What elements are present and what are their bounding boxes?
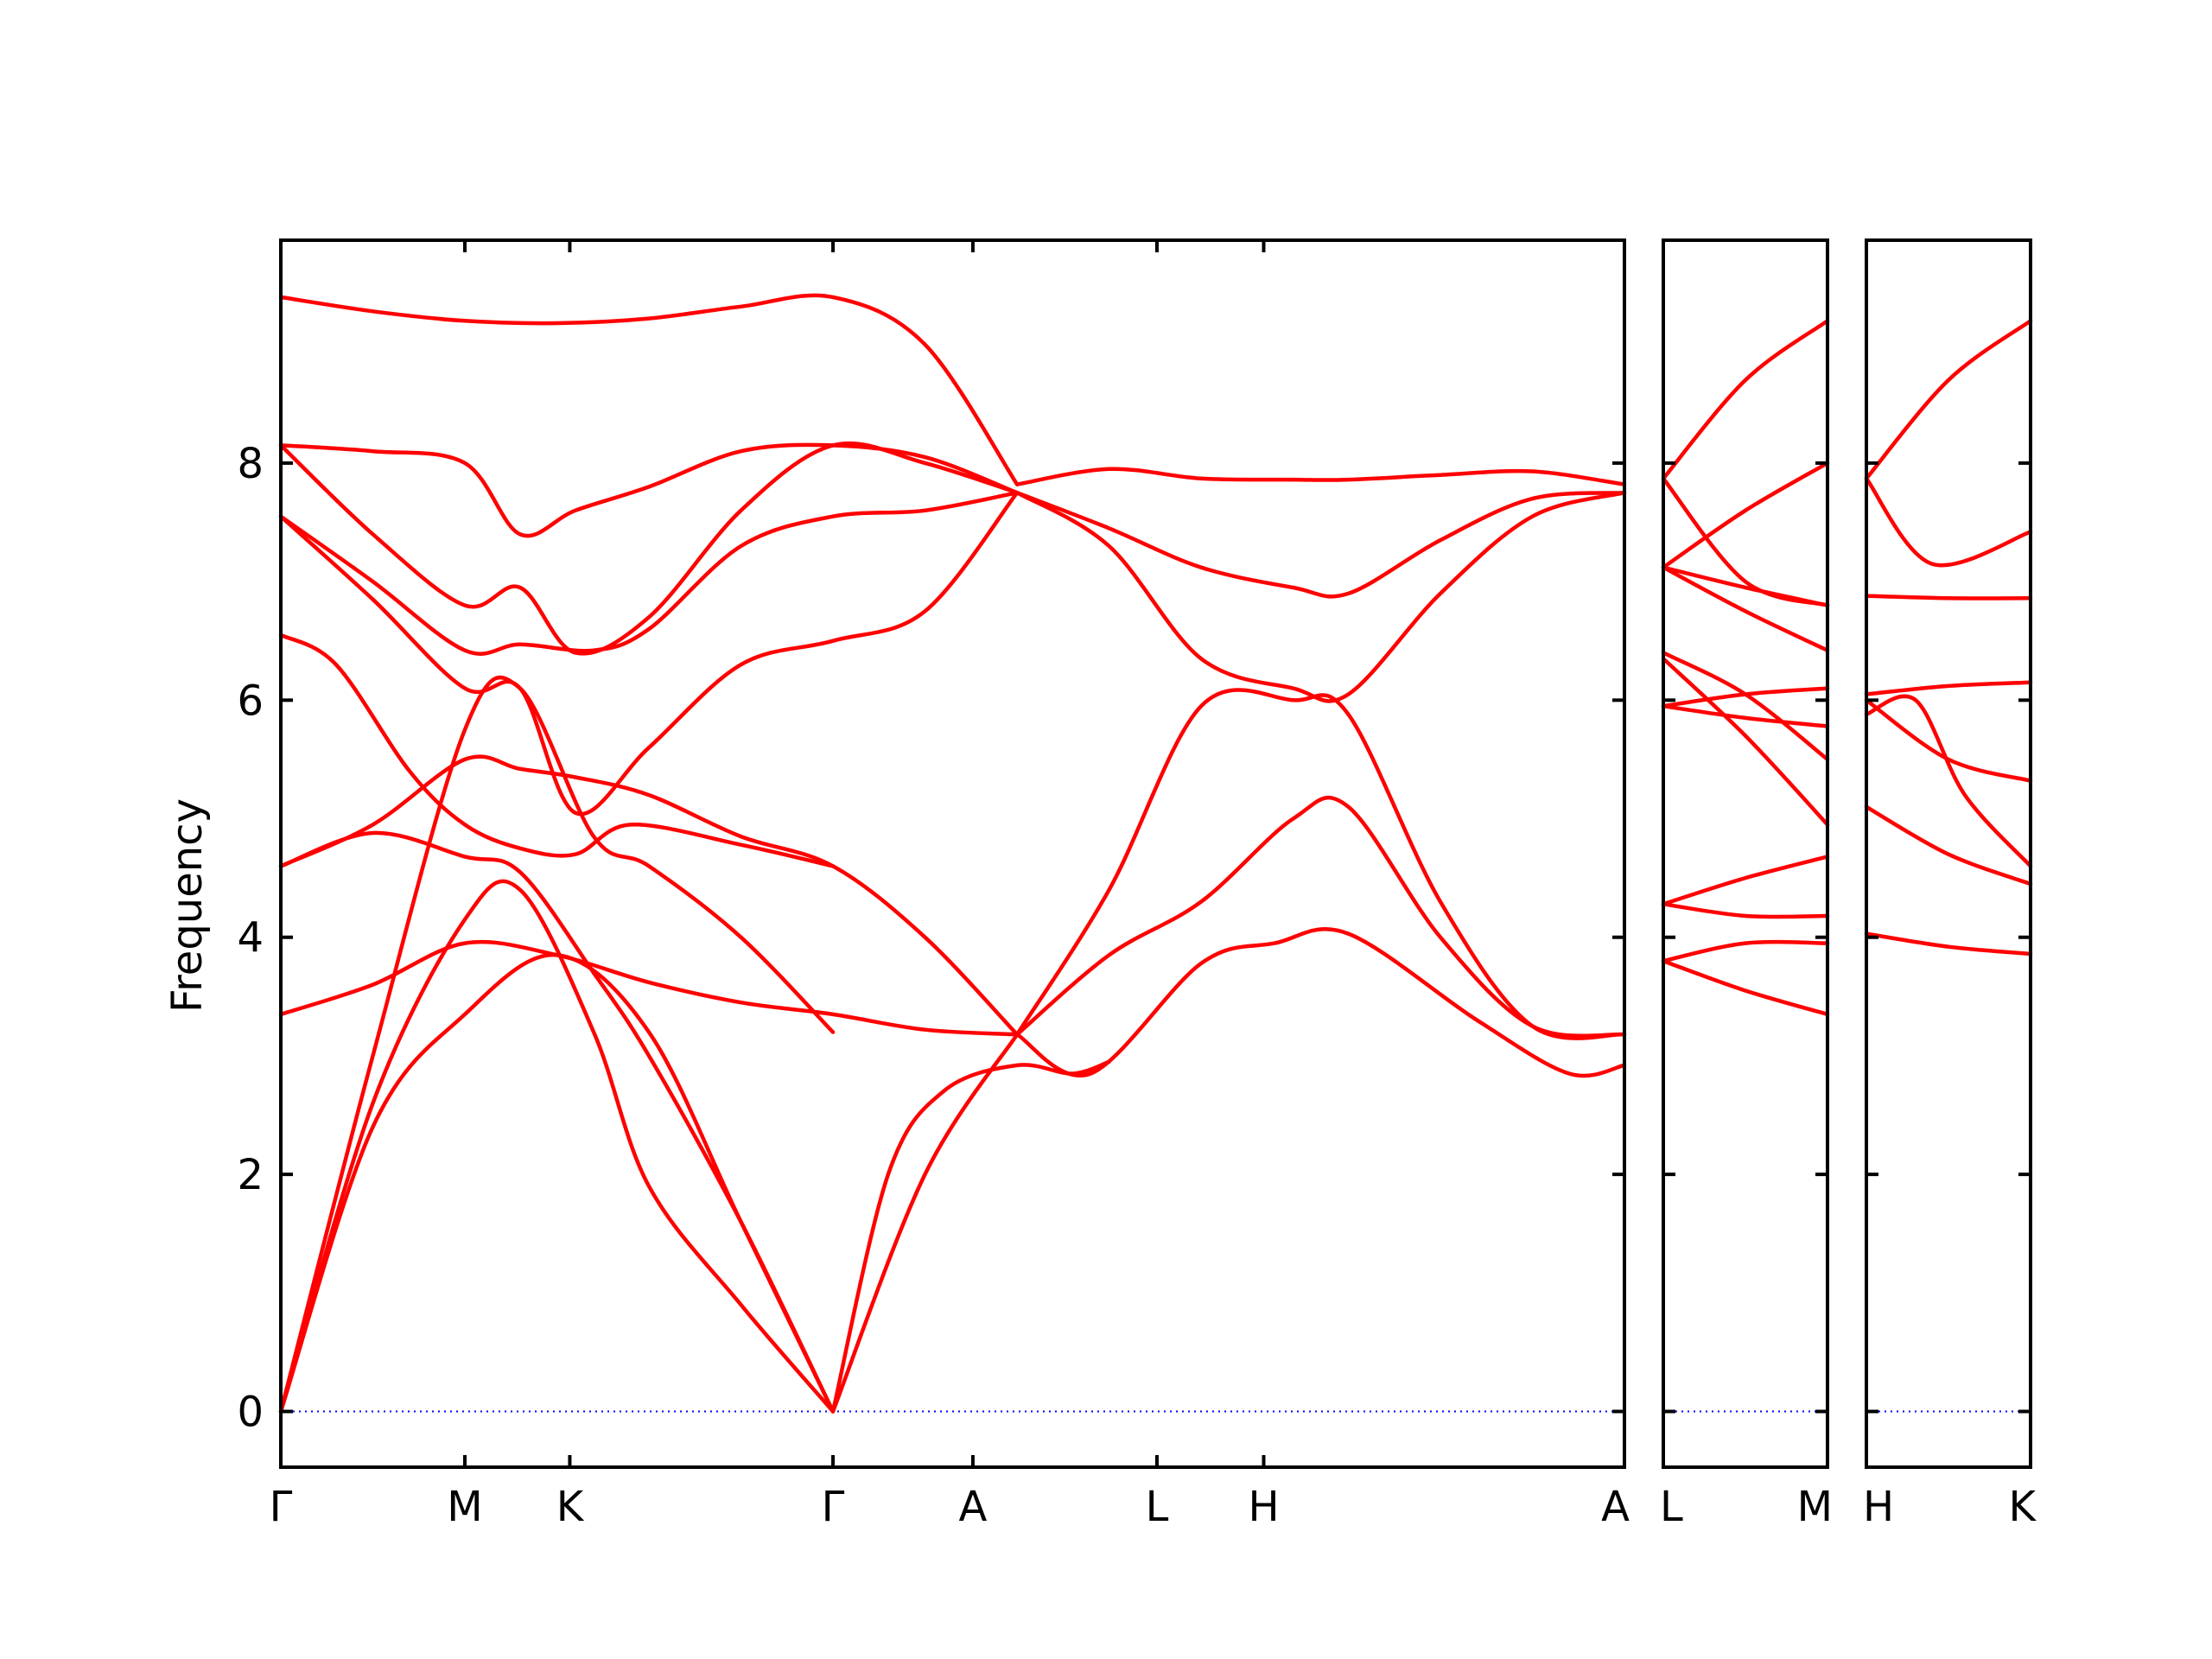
x-tick-label: H [1248,1483,1279,1531]
phonon-band-7 [278,632,836,868]
y-axis-label: Frequency [163,798,212,1013]
plot-frame [1865,238,2032,1469]
y-tick-label: 0 [237,1389,264,1437]
y-tick-label: 6 [237,677,264,725]
phonon-band-2 [278,879,836,1414]
phonon-band-5 [278,830,836,1414]
phonon-band-6 [1661,651,1830,762]
phonon-band-13 [1014,688,1627,1040]
x-tick-label: M [1797,1483,1833,1531]
phonon-band-11 [278,442,1020,538]
phonon-band-4 [1661,855,1830,906]
x-tick-label: M [447,1483,482,1531]
x-tick-label: A [959,1483,988,1531]
phonon-band-6 [1864,594,2033,601]
phonon-band-4 [1864,698,2033,783]
plot-frame [1662,238,1829,1469]
phonon-band-3 [278,953,836,1414]
y-tick-label: 4 [237,914,264,963]
phonon-band-9 [278,490,1020,656]
phonon-band-2 [1661,939,1830,963]
phonon-band-10 [1661,565,1830,607]
phonon-band-8 [1864,319,2033,481]
phonon-band-11 [1661,476,1830,607]
phonon-band-13 [1661,319,1830,481]
phonon-band-12 [1661,461,1830,569]
phonon-band-9 [1661,565,1830,652]
plot-frame [279,238,1626,1469]
phonon-band-16 [830,1059,1111,1414]
phonon-band-19 [1014,490,1627,599]
phonon-band-5 [1661,657,1830,827]
y-tick-label: 2 [237,1151,264,1199]
phonon-band-7 [1661,703,1830,728]
phonon-band-5 [1864,680,2033,696]
phonon-band-15 [1014,927,1627,1078]
y-tick-label: 8 [237,440,264,488]
phonon-band-8 [278,490,1020,817]
phonon-band-3 [1864,694,2033,868]
phonon-band-1 [1661,958,1830,1017]
phonon-band-17 [830,1032,1020,1414]
phonon-band-12 [278,293,1020,486]
x-tick-label: Γ [822,1483,845,1531]
phonon-band-4 [278,939,1020,1037]
phonon-band-7 [1864,476,2033,568]
phonon-band-6 [278,754,1020,1037]
phonon-band-1 [1864,931,2033,957]
x-tick-label: L [1660,1483,1683,1531]
x-tick-label: A [1601,1483,1630,1531]
x-tick-label: Γ [270,1483,293,1531]
x-tick-label: K [2009,1483,2037,1531]
phonon-band-2 [1864,804,2033,887]
phonon-band-18 [1014,490,1627,703]
phonon-band-8 [1661,686,1830,709]
panel-1: Γ M K Γ A L H A 0 2 4 6 8 [237,238,1630,1531]
x-tick-label: K [556,1483,585,1531]
x-tick-label: H [1863,1483,1894,1531]
phonon-band-3 [1661,902,1830,919]
phonon-band-20 [1014,467,1627,486]
x-tick-label: L [1146,1483,1169,1531]
phonon-band-14 [1014,795,1627,1039]
